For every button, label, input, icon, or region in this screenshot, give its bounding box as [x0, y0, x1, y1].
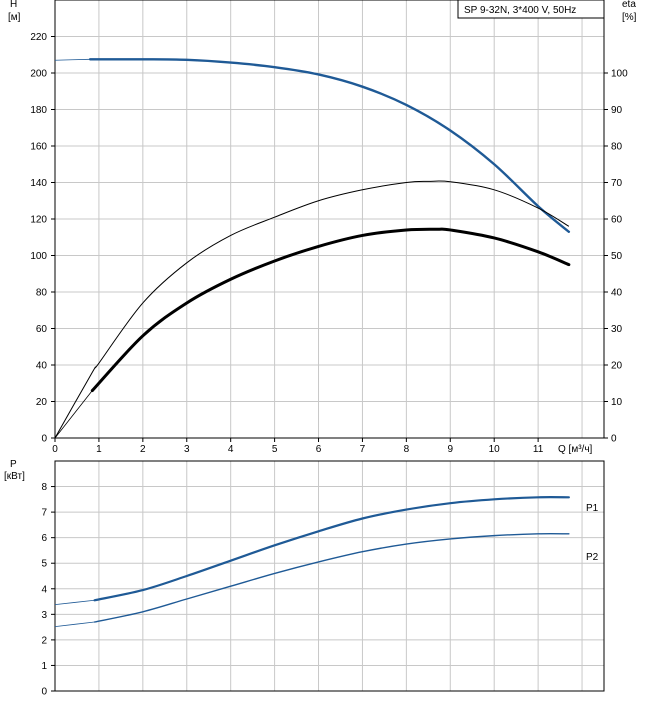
- chart-title: SP 9-32N, 3*400 V, 50Hz: [464, 5, 576, 16]
- x-tick-label: 11: [533, 444, 544, 455]
- y-left-tick-label: 180: [30, 105, 47, 116]
- y-right-tick-label: 90: [611, 105, 623, 116]
- y-left-tick-label: 60: [36, 324, 48, 335]
- x-tick-label: 8: [404, 444, 410, 455]
- y-right-tick-label: 30: [611, 324, 623, 335]
- power-y-tick-label: 6: [41, 533, 47, 544]
- power-chart: 0 1 2 3 4 5 6 7 8 P [кВт] P1 P2: [4, 459, 605, 698]
- p2-curve: [93, 533, 570, 623]
- x-tick-label: 4: [228, 444, 234, 455]
- y-left-tick-label: 120: [30, 215, 47, 226]
- p1-curve: [93, 496, 570, 602]
- x-tick-label: 2: [140, 444, 146, 455]
- p1-curve-extrapolated: [54, 599, 95, 606]
- power-y-label-line2: [кВт]: [4, 471, 25, 482]
- bottom-ticks: 0 1 2 3 4 5 6 7 8: [41, 482, 55, 698]
- head-efficiency-chart: 0 1 2 3 4 5 6 7 8 9 10 1102040608010012014016018020…: [8, 0, 637, 455]
- x-tick-label: 10: [489, 444, 501, 455]
- top-series: [54, 58, 571, 439]
- power-y-tick-label: 4: [41, 584, 47, 595]
- x-tick-label: 9: [447, 444, 453, 455]
- head-curve-extrapolated: [54, 58, 91, 61]
- y-left-tick-label: 140: [30, 178, 47, 189]
- power-y-tick-label: 8: [41, 482, 47, 493]
- x-tick-label: 1: [96, 444, 102, 455]
- power-y-tick-label: 5: [41, 559, 47, 570]
- bottom-grid: [54, 460, 604, 691]
- efficiency-curve-thick: [90, 227, 571, 393]
- bottom-plot-frame: [54, 460, 605, 692]
- power-y-tick-label: 3: [41, 610, 47, 621]
- y-right-tick-label: 80: [611, 142, 623, 153]
- y-left-tick-label: 200: [30, 69, 47, 80]
- power-y-tick-label: 1: [41, 661, 47, 672]
- bottom-series: [54, 496, 570, 627]
- y-left-tick-label: 20: [36, 397, 48, 408]
- x-tick-label: 5: [272, 444, 278, 455]
- y-left-tick-label: 160: [30, 142, 47, 153]
- y-right-tick-label: 20: [611, 361, 623, 372]
- y-right-tick-label: 0: [611, 434, 617, 445]
- y-left-tick-label: 40: [36, 361, 48, 372]
- power-y-tick-label: 2: [41, 635, 47, 646]
- series-label-p2: P2: [586, 552, 599, 563]
- power-y-tick-label: 0: [41, 687, 47, 698]
- y-left-tick-label: 100: [30, 251, 47, 262]
- title-box-frame: [457, 0, 605, 19]
- y-right-tick-label: 100: [611, 69, 628, 80]
- p2-curve-extrapolated: [54, 621, 95, 627]
- y-label-right-line1: eta: [622, 0, 636, 10]
- efficiency-curve-thick-extrapolated: [54, 390, 93, 439]
- y-label-left-line2: [м]: [8, 12, 21, 23]
- title-box: SP 9-32N, 3*400 V, 50Hz: [457, 0, 605, 19]
- x-tick-label: 0: [52, 444, 58, 455]
- y-left-tick-label: 0: [41, 434, 47, 445]
- power-y-tick-label: 7: [41, 508, 47, 519]
- efficiency-curve-thin: [54, 180, 570, 439]
- y-label-right-line2: [%]: [622, 12, 637, 23]
- power-y-label-line1: P: [10, 459, 17, 470]
- y-label-left-line1: H: [10, 0, 17, 10]
- y-right-tick-label: 70: [611, 178, 623, 189]
- y-right-tick-label: 60: [611, 215, 623, 226]
- series-label-p1: P1: [586, 503, 599, 514]
- y-left-tick-label: 220: [30, 32, 47, 43]
- x-tick-label: 3: [184, 444, 190, 455]
- x-tick-label: 6: [316, 444, 322, 455]
- y-right-tick-label: 50: [611, 251, 623, 262]
- top-grid: [54, 0, 604, 438]
- y-right-tick-label: 10: [611, 397, 623, 408]
- x-tick-label: 7: [360, 444, 366, 455]
- y-right-tick-label: 40: [611, 288, 623, 299]
- x-axis-label: Q [м³/ч]: [558, 444, 593, 455]
- y-left-tick-label: 80: [36, 288, 48, 299]
- top-ticks: 0 1 2 3 4 5 6 7 8 9 10 1102040608010012014016018020…: [30, 32, 628, 455]
- head-curve: [88, 58, 571, 233]
